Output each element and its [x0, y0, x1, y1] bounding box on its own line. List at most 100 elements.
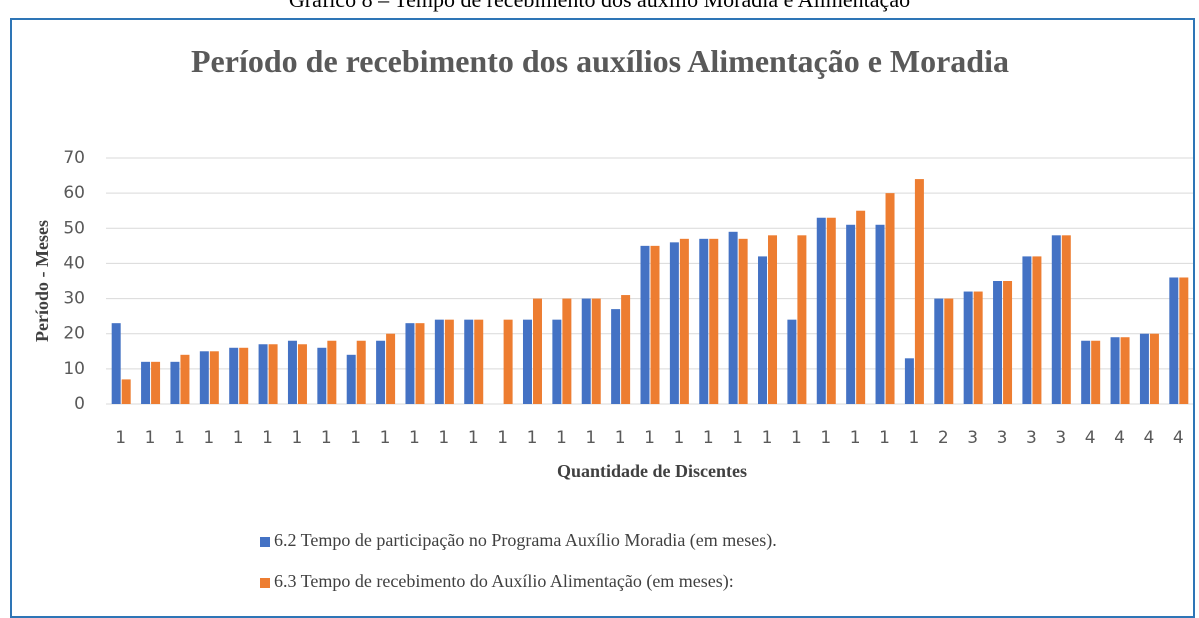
x-tick-label: 1	[203, 428, 214, 448]
bar	[356, 340, 366, 404]
bar	[826, 217, 836, 404]
bar	[464, 319, 474, 404]
bar	[268, 344, 278, 404]
x-tick-label: 1	[732, 428, 743, 448]
x-tick-label: 1	[233, 428, 244, 448]
x-tick-label: 3	[997, 428, 1008, 448]
y-tick-label: 50	[63, 218, 85, 238]
legend-swatch	[260, 537, 270, 547]
x-tick-label: 1	[673, 428, 684, 448]
x-tick-label: 1	[585, 428, 596, 448]
x-axis-label: Quantidade de Discentes	[557, 461, 747, 481]
x-tick-label: 1	[703, 428, 714, 448]
bar	[1139, 333, 1149, 404]
bar	[1179, 277, 1189, 404]
bar	[552, 319, 562, 404]
bar	[1022, 256, 1032, 404]
bar	[1003, 281, 1013, 404]
x-tick-label: 1	[850, 428, 861, 448]
bar	[728, 231, 738, 404]
x-tick-label: 2	[938, 428, 949, 448]
bar	[1061, 235, 1071, 404]
bar	[1032, 256, 1042, 404]
x-tick-label: 1	[791, 428, 802, 448]
bar	[170, 361, 180, 404]
y-tick-label: 60	[63, 183, 85, 203]
legend-swatch	[260, 578, 270, 588]
x-tick-label: 1	[321, 428, 332, 448]
x-tick-label: 1	[115, 428, 126, 448]
bar	[885, 193, 895, 404]
y-tick-label: 0	[74, 394, 85, 414]
bar	[816, 217, 826, 404]
bar	[415, 323, 425, 404]
y-tick-label: 40	[63, 253, 85, 273]
x-tick-label: 1	[497, 428, 508, 448]
bar	[522, 319, 532, 404]
bar	[640, 245, 650, 404]
caption: Gráfico 8 – Tempo de recebimento dos aux…	[0, 0, 1199, 13]
bar	[297, 344, 307, 404]
bar	[650, 245, 660, 404]
x-tick-label: 1	[174, 428, 185, 448]
bar	[444, 319, 454, 404]
bar	[856, 210, 866, 404]
bar	[287, 340, 297, 404]
bar	[1091, 340, 1101, 404]
x-tick-label: 4	[1144, 428, 1155, 448]
bar	[376, 340, 386, 404]
x-tick-label: 3	[1026, 428, 1037, 448]
x-tick-label: 1	[145, 428, 156, 448]
x-tick-label: 1	[468, 428, 479, 448]
x-tick-label: 1	[820, 428, 831, 448]
x-tick-label: 1	[438, 428, 449, 448]
bar	[180, 354, 190, 404]
x-tick-label: 1	[350, 428, 361, 448]
bar	[973, 291, 983, 404]
x-tick-label: 1	[262, 428, 273, 448]
bar	[914, 179, 924, 404]
bar	[327, 340, 337, 404]
bar	[581, 298, 591, 404]
bar	[141, 361, 151, 404]
bar	[904, 358, 914, 404]
bar	[993, 281, 1003, 404]
bar	[386, 333, 396, 404]
chart-title: Período de recebimento dos auxílios Alim…	[191, 43, 1009, 79]
bar	[621, 295, 631, 404]
x-tick-label: 1	[644, 428, 655, 448]
x-tick-label: 3	[967, 428, 978, 448]
bar	[1120, 337, 1130, 404]
bar	[846, 224, 856, 404]
bar	[317, 347, 327, 404]
y-axis-label: Período - Meses	[32, 220, 52, 342]
bar	[1169, 277, 1179, 404]
bar	[934, 298, 944, 404]
bar	[797, 235, 807, 404]
x-tick-label: 4	[1114, 428, 1125, 448]
x-tick-label: 1	[908, 428, 919, 448]
bar	[787, 319, 797, 404]
bar	[346, 354, 356, 404]
bar	[1149, 333, 1159, 404]
y-tick-label: 30	[63, 289, 85, 309]
legend-label: 6.3 Tempo de recebimento do Auxílio Alim…	[274, 571, 734, 592]
x-tick-label: 1	[762, 428, 773, 448]
bar	[738, 238, 748, 404]
x-tick-label: 1	[615, 428, 626, 448]
bar	[699, 238, 709, 404]
y-tick-label: 20	[63, 324, 85, 344]
bar	[679, 238, 689, 404]
bar	[875, 224, 885, 404]
bar	[405, 323, 415, 404]
bar	[963, 291, 973, 404]
bar	[209, 351, 219, 404]
bar	[611, 309, 621, 404]
bar	[503, 319, 513, 404]
bar	[944, 298, 954, 404]
y-tick-label: 70	[63, 148, 85, 168]
x-tick-label: 1	[527, 428, 538, 448]
bar	[474, 319, 484, 404]
